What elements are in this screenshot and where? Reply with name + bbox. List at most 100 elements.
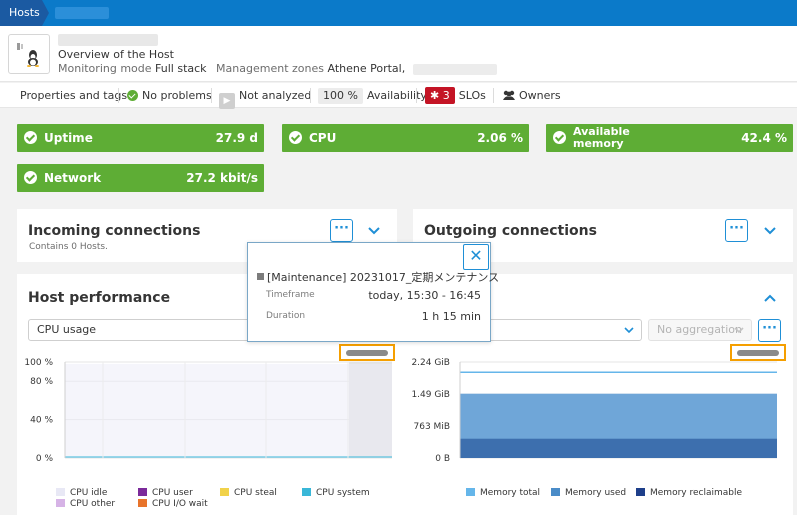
network-value: 27.2 kbit/s [186, 171, 258, 185]
management-zones-label: Management zones [216, 62, 324, 75]
duration-value: 1 h 15 min [421, 310, 481, 323]
memory-label-line2: memory [573, 137, 624, 150]
uptime-value: 27.9 d [215, 131, 258, 145]
close-button[interactable]: ✕ [463, 244, 489, 270]
legend-label: CPU other [70, 499, 116, 509]
divider [310, 88, 311, 103]
legend-label: CPU I/O wait [152, 499, 208, 509]
outgoing-more-button[interactable]: ··· [725, 219, 748, 242]
memory-value: 42.4 % [741, 131, 787, 145]
availability-percent-badge: 100 % [318, 88, 363, 104]
y-tick-label: 763 MiB [414, 422, 450, 432]
incoming-more-button[interactable]: ··· [330, 219, 353, 242]
tab-availability-label: Availability [366, 89, 427, 102]
check-circle-icon [24, 131, 37, 144]
legend-swatch [56, 499, 65, 507]
legend-label: Memory used [565, 488, 627, 498]
breadcrumb-hosts[interactable]: Hosts [0, 0, 42, 26]
divider [493, 88, 494, 103]
legend-item[interactable]: Memory used [551, 488, 626, 498]
legend-item[interactable]: Memory total [466, 488, 540, 498]
tab-properties-and-tags[interactable]: Properties and tags [20, 89, 128, 102]
incoming-connections-subtitle: Contains 0 Hosts. [29, 242, 108, 252]
check-circle-icon [24, 171, 37, 184]
chevron-up-icon[interactable] [763, 291, 777, 305]
maintenance-window-marker-memory[interactable] [730, 344, 786, 361]
maintenance-window-marker[interactable] [339, 344, 395, 361]
tab-analysis-label: Not analyzed [239, 89, 312, 102]
maintenance-marker-pill [737, 350, 779, 356]
legend-item[interactable]: CPU idle [56, 488, 107, 498]
legend-label: Memory total [480, 488, 541, 498]
host-name-redacted [58, 34, 158, 46]
y-tick-label: 80 % [30, 377, 53, 387]
play-icon: ▶ [219, 93, 235, 109]
tab-problems-label: No problems [142, 89, 212, 102]
network-tile[interactable]: Network 27.2 kbit/s [17, 164, 264, 192]
legend-swatch [138, 499, 147, 507]
maintenance-title: [Maintenance] 20231017_定期メンテナンス [257, 269, 499, 285]
divider [118, 88, 119, 103]
cpu-metric-select[interactable]: CPU usage [28, 319, 258, 341]
monitoring-mode-value: Full stack [155, 62, 207, 75]
page-subtitle: Overview of the Host [58, 48, 174, 61]
host-performance-title: Host performance [28, 290, 171, 306]
legend-swatch [551, 488, 560, 496]
memory-metric-select[interactable]: e [472, 319, 642, 341]
chevron-down-icon[interactable] [763, 224, 777, 238]
timeframe-value: today, 15:30 - 16:45 [368, 289, 481, 302]
legend-item[interactable]: CPU steal [220, 488, 277, 498]
legend-item[interactable]: Memory reclaimable [636, 488, 742, 498]
legend-label: CPU steal [234, 488, 277, 498]
series-area-memory-reclaimable [460, 438, 777, 458]
monitoring-mode-label: Monitoring mode [58, 62, 152, 75]
tab-problems[interactable]: No problems [127, 83, 212, 108]
divider [416, 88, 417, 103]
chevron-down-icon [733, 323, 745, 343]
uptime-label: Uptime [44, 131, 93, 145]
legend-swatch [302, 488, 311, 496]
legend-item[interactable]: CPU I/O wait [138, 499, 208, 509]
legend-item[interactable]: CPU system [302, 488, 370, 498]
host-header: Overview of the Host Monitoring mode Ful… [0, 26, 797, 82]
legend-item[interactable]: CPU other [56, 499, 115, 509]
legend-label: CPU user [152, 488, 193, 498]
legend-label: CPU system [316, 488, 370, 498]
cpu-tile[interactable]: CPU 2.06 % [282, 124, 529, 152]
tab-availability[interactable]: 100 % Availability [318, 83, 427, 108]
maintenance-marker-pill [346, 350, 388, 356]
close-icon: ✕ [469, 246, 483, 265]
legend-swatch [56, 488, 65, 496]
legend-label: CPU idle [70, 488, 108, 498]
legend-label: Memory reclaimable [650, 488, 742, 498]
tab-owners-label: Owners [519, 89, 561, 102]
chevron-down-icon[interactable] [367, 224, 381, 238]
cpu-label: CPU [309, 131, 337, 145]
legend-item[interactable]: CPU user [138, 488, 193, 498]
tab-slos[interactable]: ✱ 3 SLOs [425, 83, 486, 108]
maintenance-square-icon [257, 273, 264, 280]
duration-label: Duration [266, 311, 306, 321]
breadcrumb-separator [42, 0, 49, 26]
aggregation-select[interactable]: No aggregation [648, 319, 752, 341]
outgoing-connections-title: Outgoing connections [424, 223, 597, 239]
uptime-tile[interactable]: Uptime 27.9 d [17, 124, 264, 152]
legend-swatch [138, 488, 147, 496]
y-tick-label: 40 % [30, 416, 53, 426]
performance-more-button[interactable]: ··· [758, 319, 781, 342]
aggregation-select-value: No aggregation [657, 323, 743, 336]
y-tick-label: 0 B [435, 454, 450, 464]
memory-label: Available memory [573, 126, 630, 150]
cpu-metric-select-value: CPU usage [37, 323, 97, 336]
top-navigation-bar: Hosts [0, 0, 797, 26]
tab-owners[interactable]: Owners [502, 83, 561, 108]
slo-count: 3 [442, 89, 450, 102]
maintenance-title-text: [Maintenance] 20231017_定期メンテナンス [267, 271, 500, 284]
breadcrumb-host-redacted[interactable] [55, 7, 109, 19]
network-label: Network [44, 171, 102, 185]
management-zone-redacted [412, 63, 497, 75]
management-zones-value[interactable]: Athene Portal, [327, 62, 406, 75]
memory-tile[interactable]: Available memory 42.4 % [546, 124, 793, 152]
tab-analysis[interactable]: ▶ Not analyzed [219, 83, 312, 109]
